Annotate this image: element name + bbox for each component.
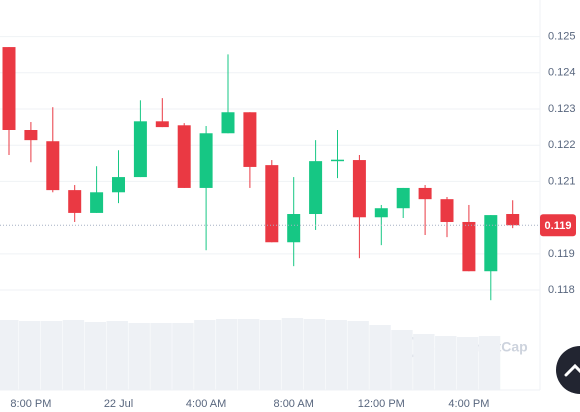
- volume-bar: [435, 336, 457, 390]
- x-tick-label: 8:00 PM: [10, 398, 51, 410]
- candle-body: [352, 160, 366, 218]
- volume-bar: [62, 320, 85, 390]
- candle-body: [287, 214, 301, 243]
- y-tick-label: 0.122: [548, 139, 576, 151]
- x-tick-label: 4:00 PM: [448, 398, 489, 410]
- volume-bar: [259, 320, 282, 390]
- current-price-label: 0.119: [545, 220, 572, 232]
- current-price-badge: [540, 214, 576, 237]
- candle-body: [506, 214, 520, 226]
- volume-bar: [325, 320, 347, 390]
- candle-body: [265, 165, 279, 243]
- volume-bar: [369, 325, 391, 390]
- candle-body: [309, 161, 323, 215]
- candle-body: [2, 47, 16, 130]
- candle-body: [221, 112, 235, 134]
- volume-bar: [478, 336, 501, 390]
- volume-bar: [194, 320, 216, 390]
- volume-bar: [150, 323, 172, 390]
- candle-body: [199, 133, 213, 188]
- volume-bar: [281, 318, 304, 390]
- volume-bar: [347, 321, 369, 390]
- candle-body: [440, 199, 454, 222]
- candle-body: [112, 177, 125, 193]
- volume-bar: [0, 320, 19, 390]
- candle-body: [46, 141, 60, 191]
- candle-body: [68, 190, 82, 213]
- y-tick-label: 0.119: [548, 248, 575, 260]
- candle-body: [462, 221, 476, 272]
- volume-bar: [216, 319, 238, 390]
- volume-bar: [237, 319, 260, 390]
- volume-bar: [84, 322, 107, 390]
- volume-bar: [456, 337, 479, 390]
- candle-body: [331, 159, 344, 162]
- candle-body: [90, 192, 104, 213]
- candle-body: [133, 121, 147, 178]
- y-tick-label: 0.123: [548, 103, 576, 115]
- volume-bar: [128, 323, 150, 390]
- volume-bar: [40, 321, 63, 390]
- candle-body: [24, 130, 38, 141]
- candle-body: [155, 121, 169, 128]
- x-tick-label: 8:00 AM: [274, 398, 314, 410]
- candle-body: [418, 187, 432, 200]
- x-tick-label: 22 Jul: [104, 398, 133, 410]
- y-tick-label: 0.118: [548, 284, 575, 296]
- volume-bar: [391, 330, 413, 390]
- candle-body: [396, 187, 410, 209]
- volume-bar: [172, 323, 194, 390]
- x-tick-label: 12:00 PM: [358, 398, 405, 410]
- candle-body: [243, 112, 257, 167]
- volume-bar: [106, 321, 128, 390]
- x-tick-label: 4:00 AM: [186, 398, 226, 410]
- candle-body: [374, 208, 388, 218]
- volume-bar: [413, 334, 435, 390]
- candle-body: [484, 215, 498, 272]
- candle-body: [177, 125, 191, 188]
- y-tick-label: 0.121: [548, 175, 576, 187]
- volume-bar: [18, 321, 41, 390]
- y-tick-label: 0.124: [548, 67, 576, 79]
- scroll-button[interactable]: [556, 346, 580, 394]
- volume-bar: [303, 319, 326, 390]
- y-tick-label: 0.125: [548, 30, 576, 42]
